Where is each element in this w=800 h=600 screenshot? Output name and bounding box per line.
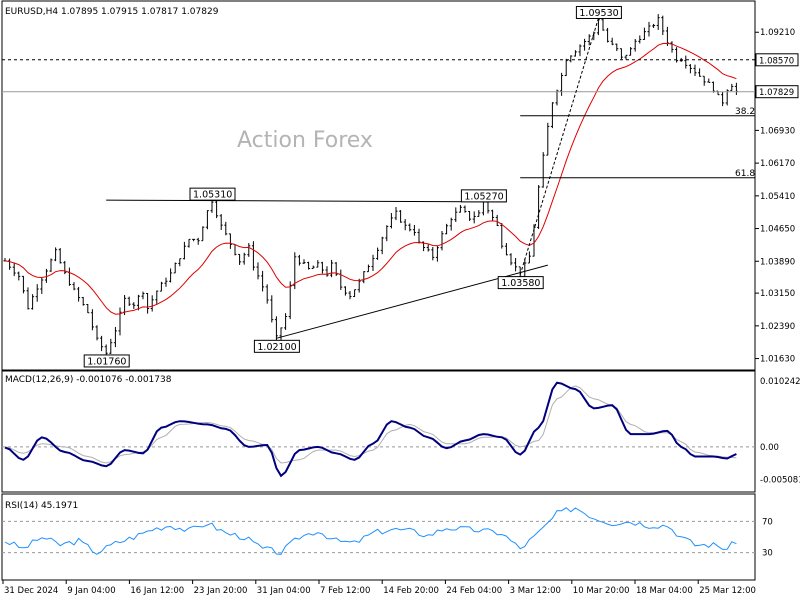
axis-price-label: 1.07829: [759, 88, 794, 98]
price-tick-label: 1.03890: [760, 257, 795, 267]
macd-signal-line: [4, 385, 737, 464]
pivot-label: 1.03580: [501, 278, 540, 289]
rsi-frame: [1, 493, 756, 581]
macd-frame: [1, 370, 756, 493]
watermark: Action Forex: [237, 128, 373, 153]
price-tick-label: 1.03150: [760, 289, 795, 299]
pivot-label: 1.01760: [87, 356, 126, 367]
fib-swing-line: [519, 18, 599, 275]
price-tick-label: 1.06930: [760, 126, 795, 136]
pivot-label-box: [575, 5, 622, 19]
macd-tick-label: 0.00: [760, 443, 779, 453]
price-tick-label: 1.02390: [760, 322, 795, 332]
range-top-line: [106, 199, 507, 203]
price-tick-label: 1.06170: [760, 159, 795, 169]
time-tick-label: 18 Mar 04:00: [636, 586, 693, 596]
price-frame: [1, 0, 756, 371]
macd-tick-label: -0.005081: [760, 476, 800, 486]
moving-average-line: [4, 42, 737, 315]
time-tick-label: 10 Mar 20:00: [573, 586, 630, 596]
price-tick-label: 1.04650: [760, 225, 795, 235]
time-tick-label: 31 Jan 04:00: [257, 586, 311, 596]
axis-price-label: 1.08570: [759, 56, 794, 66]
rsi-tick-label: 30: [762, 549, 773, 559]
macd-tick-label: 0.010242: [760, 377, 800, 387]
fib-level-label: 38.2: [735, 107, 755, 117]
pivot-label: 1.02100: [257, 342, 296, 353]
axis-price-box: [755, 85, 799, 99]
macd-title: MACD(12,26,9) -0.001076 -0.001738: [5, 375, 172, 385]
time-tick-label: 23 Jan 20:00: [194, 586, 248, 596]
pivot-label-box: [460, 189, 507, 203]
price-tick-label: 1.05410: [760, 192, 795, 202]
time-axis: 31 Dec 2024 9 Jan 04:00 16 Jan 12:00 23 Jan…: [2, 580, 756, 596]
time-tick-label: 31 Dec 2024: [4, 586, 58, 596]
macd-line: [4, 381, 737, 478]
rsi-tick-label: 70: [762, 517, 773, 527]
chart-header: EURUSD,H4 1.07895 1.07915 1.07817 1.0782…: [5, 7, 219, 17]
rsi-line: [4, 507, 737, 555]
pivot-label-box: [83, 354, 130, 368]
time-tick-label: 14 Feb 20:00: [383, 586, 439, 596]
axis-price-box: [755, 53, 799, 67]
rsi-title: RSI(14) 45.1971: [5, 501, 78, 511]
macd-panel: 0.010242 0.00 -0.005081: [1, 370, 800, 493]
time-tick-label: 25 Mar 12:00: [699, 586, 756, 596]
price-tick-label: 1.01630: [760, 355, 795, 365]
pivot-label-box: [189, 187, 236, 201]
pivot-label-box: [253, 339, 300, 353]
time-tick-label: 7 Feb 12:00: [320, 586, 370, 596]
price-tick-label: 1.09210: [760, 28, 795, 38]
time-tick-label: 24 Feb 04:00: [446, 586, 502, 596]
time-tick-label: 3 Mar 12:00: [510, 586, 561, 596]
time-tick-label: 9 Jan 04:00: [67, 586, 115, 596]
pivot-label: 1.05310: [193, 190, 232, 201]
rsi-panel: 70 30: [1, 493, 773, 581]
pivot-label: 1.05270: [464, 191, 503, 202]
time-tick-label: 16 Jan 12:00: [130, 586, 184, 596]
pivot-label-box: [497, 276, 544, 290]
fib-level-label: 61.8: [735, 169, 755, 179]
price-panel: 1.092101.084901.077701.069301.061701.054…: [1, 0, 799, 371]
pivot-label: 1.09530: [579, 8, 618, 19]
